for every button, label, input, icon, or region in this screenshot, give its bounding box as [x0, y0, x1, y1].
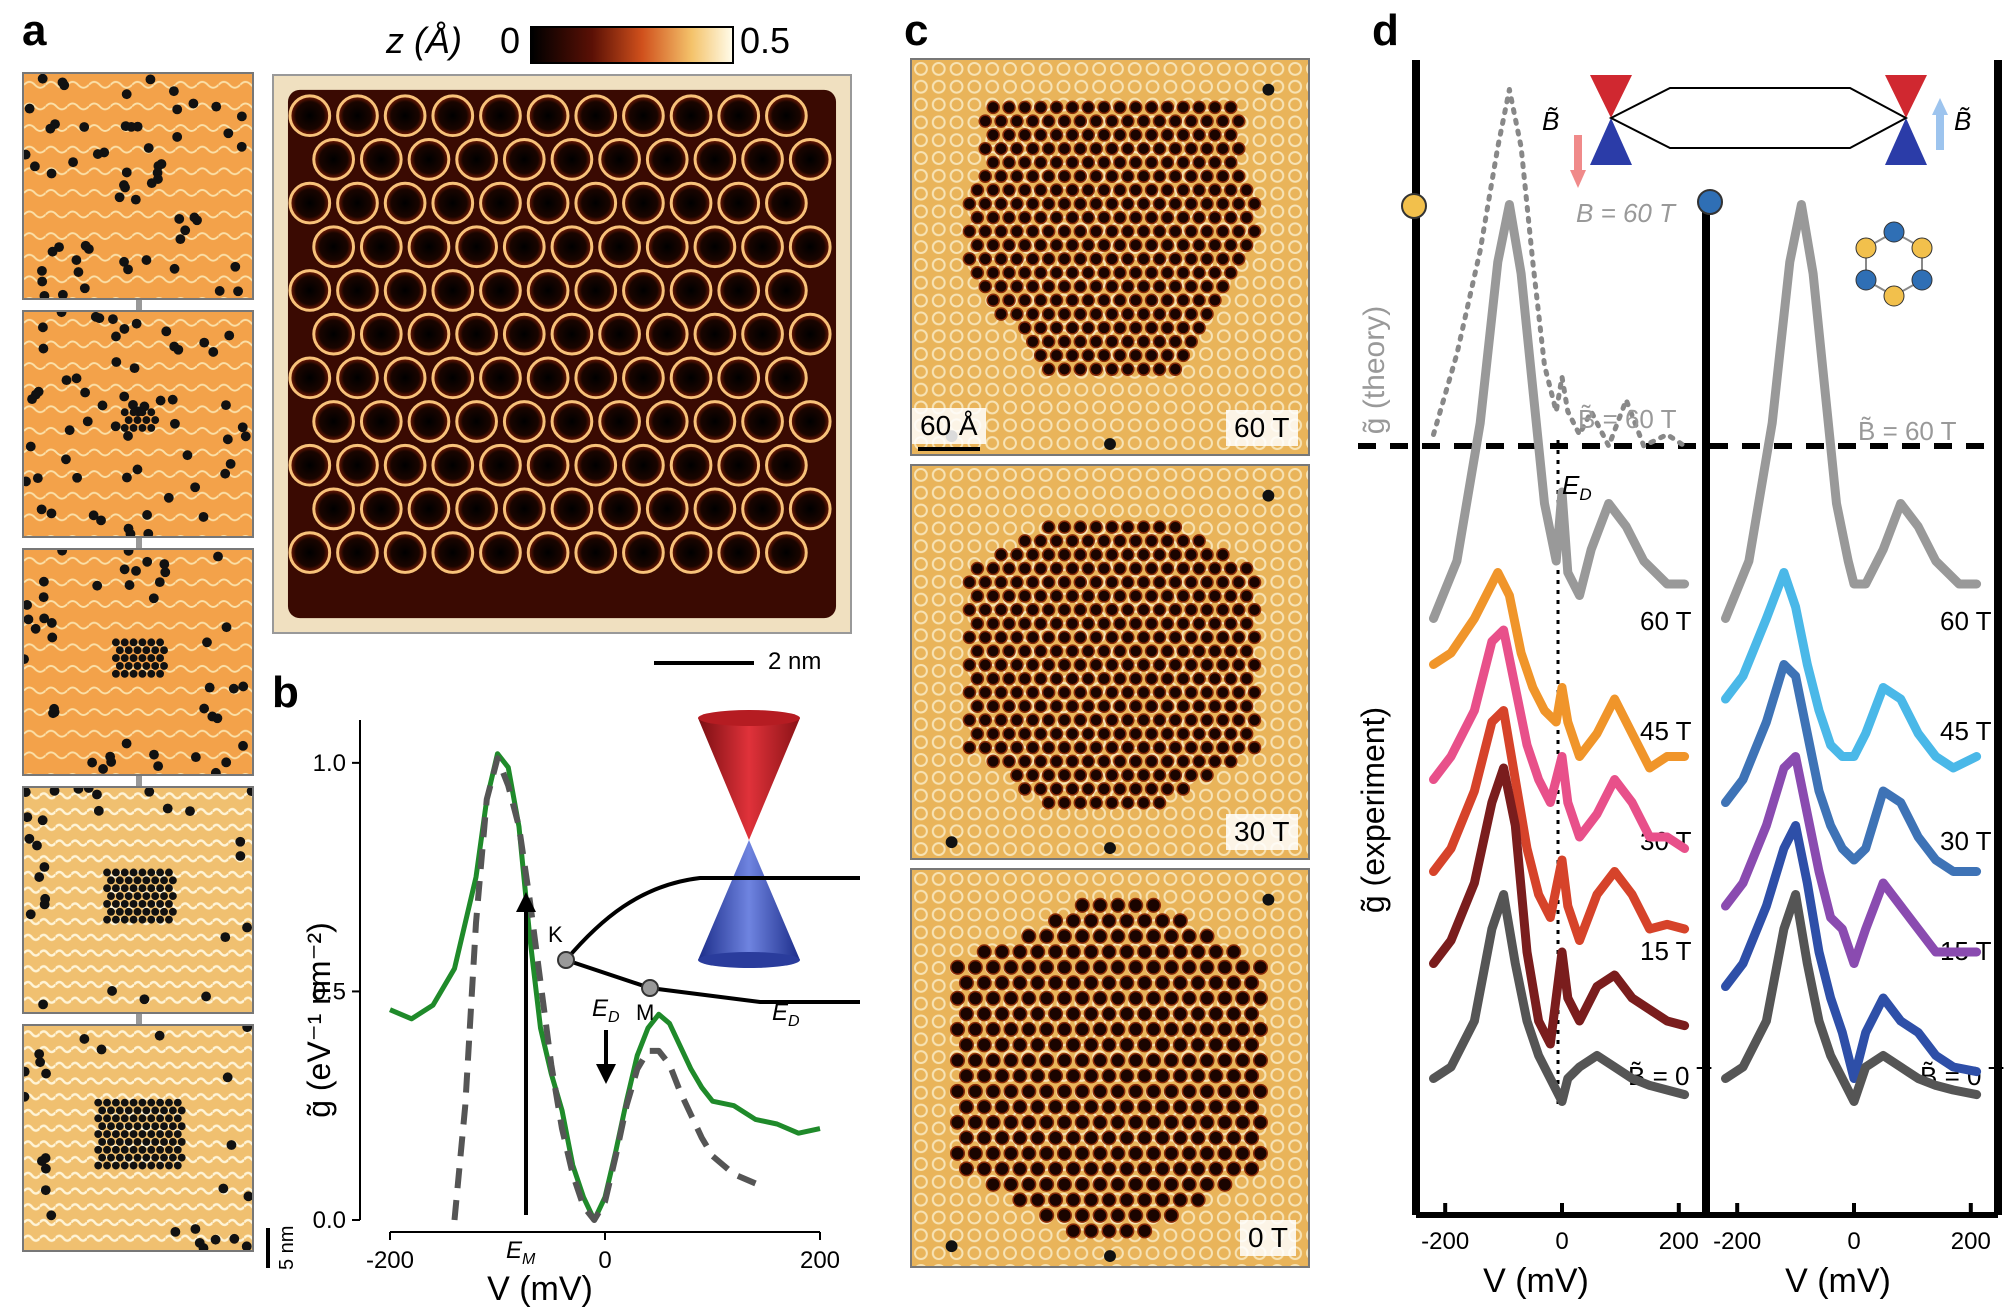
d-ylabel-theory: g̃ (theory): [1358, 306, 1391, 434]
stm-c-0T: [910, 868, 1310, 1268]
stm-sequence-frame: [22, 548, 254, 776]
d-exp-label-left: 45 T: [1640, 716, 1692, 746]
em-label: EM: [506, 1237, 536, 1268]
scale-bar-5nm: [266, 1228, 270, 1268]
d-series: [1721, 660, 1982, 876]
stm-sequence-frame: [22, 1024, 254, 1252]
b-x-tick: 0: [598, 1247, 611, 1274]
b-y-tick: 0.5: [313, 978, 346, 1005]
sublattice-a-marker: [1401, 193, 1427, 219]
d-x-tick: 200: [1951, 1228, 1991, 1255]
stm-main-lattice: [274, 76, 850, 632]
inset-b-right: B̃: [1954, 106, 1971, 136]
colorbar: [530, 26, 734, 64]
d-series: [1429, 706, 1690, 945]
stm-c-30T: [910, 464, 1310, 860]
d-series: [1429, 890, 1690, 1106]
scale-bar-2nm: [654, 661, 754, 665]
d-exp-label-left: 60 T: [1640, 606, 1692, 636]
inset-m-label: M: [636, 1000, 654, 1025]
band-line-upper: [564, 876, 860, 962]
k-point: [557, 951, 575, 969]
d-x-tick: 200: [1659, 1228, 1699, 1255]
d-series: [1721, 890, 1982, 1106]
d-x-tick: -200: [1421, 1228, 1469, 1255]
d-series: [1431, 87, 1688, 449]
d-x-tick: 0: [1555, 1228, 1568, 1255]
d-exp-label-left: 15 T: [1640, 936, 1692, 966]
d-series: [1721, 821, 1982, 1083]
theory-bt-label-right: B̃ = 60 T: [1858, 416, 1957, 446]
theory-bt-label-left: B̃ = 60 T: [1578, 404, 1677, 434]
d-series: [1429, 200, 1690, 623]
panel-b-xlabel: V (mV): [487, 1270, 593, 1308]
colorbar-max: 0.5: [740, 20, 791, 61]
scale-label-60A: 60 Å: [912, 408, 986, 444]
panel-c-label: c: [904, 6, 929, 55]
inset-ed-label: ED: [772, 999, 800, 1030]
m-point: [641, 979, 659, 997]
panel-b-ylabel: g̃ (eV⁻¹ nm⁻²): [301, 922, 337, 1118]
b-series-theory: [451, 755, 757, 1223]
panel-a-label: a: [22, 6, 47, 55]
cone-pair-inset: B̃ B̃: [1542, 75, 1971, 188]
field-label-30T: 30 T: [1226, 814, 1298, 850]
sublattice-b-marker: [1697, 189, 1723, 215]
d-xlabel-right: V (mV): [1785, 1262, 1891, 1300]
colorbar-title: z (Å): [386, 20, 462, 61]
d-exp-label-right: 45 T: [1940, 716, 1992, 746]
d-series: [1721, 752, 1982, 968]
theory-b-label: B = 60 T: [1576, 198, 1677, 228]
ed-label: ED: [592, 995, 620, 1026]
hexagon-sublattice-icon: [1855, 221, 1933, 307]
inset-k-label: K: [548, 922, 563, 947]
d-x-tick: 0: [1847, 1228, 1860, 1255]
d-series: [1429, 763, 1690, 1049]
stm-sequence-frame: [22, 310, 254, 538]
scale-bar-60A: [918, 447, 980, 451]
d-series: [1429, 568, 1690, 773]
inset-b-left: B̃: [1542, 106, 1559, 136]
stm-main-image: [272, 74, 852, 634]
d-ylabel-exp: g̃ (experiment): [1355, 707, 1391, 913]
d-series: [1721, 200, 1982, 623]
b-y-tick: 1.0: [313, 750, 346, 777]
d-x-tick: -200: [1713, 1228, 1761, 1255]
panel-d-label: d: [1372, 6, 1399, 55]
scale-label-2nm: 2 nm: [768, 648, 822, 675]
b-x-tick: 200: [800, 1247, 840, 1274]
panel-b-chart: -200 0 200 0.0 0.5 1.0 K M ED EM ED V (mV) g̃…: [301, 710, 860, 1308]
scale-label-5nm: 5 nm: [276, 1225, 298, 1270]
panel-b-label: b: [272, 668, 299, 717]
d-exp-label-right: 60 T: [1940, 606, 1992, 636]
stm-sequence-frame: [22, 786, 254, 1014]
dirac-cone-inset: [698, 710, 800, 968]
ed-d-label: ED: [1562, 470, 1592, 504]
field-label-60T: 60 T: [1226, 410, 1298, 446]
field-label-0T: 0 T: [1240, 1220, 1296, 1256]
b-x-tick: -200: [366, 1247, 414, 1274]
d-exp-label-right: 30 T: [1940, 826, 1992, 856]
d-series: [1429, 625, 1690, 853]
stm-c-60T: [910, 58, 1310, 456]
d-series: [1721, 568, 1982, 773]
d-xlabel-left: V (mV): [1483, 1262, 1589, 1300]
b-y-tick: 0.0: [313, 1207, 346, 1234]
colorbar-min: 0: [500, 20, 521, 61]
band-line-lower: [565, 958, 860, 1004]
stm-sequence-frame: [22, 72, 254, 300]
